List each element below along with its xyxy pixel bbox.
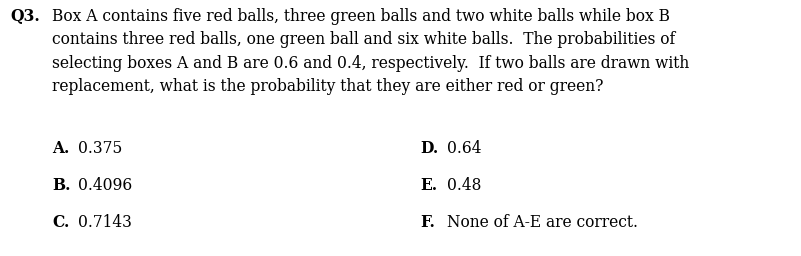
Text: None of A-E are correct.: None of A-E are correct.: [447, 214, 638, 231]
Text: B.: B.: [52, 177, 70, 194]
Text: D.: D.: [421, 140, 439, 157]
Text: F.: F.: [421, 214, 436, 231]
Text: A.: A.: [52, 140, 70, 157]
Text: C.: C.: [52, 214, 70, 231]
Text: Box A contains five red balls, three green balls and two white balls while box B: Box A contains five red balls, three gre…: [52, 8, 690, 95]
Text: 0.7143: 0.7143: [78, 214, 132, 231]
Text: 0.4096: 0.4096: [78, 177, 133, 194]
Text: Q3.: Q3.: [10, 8, 40, 25]
Text: E.: E.: [421, 177, 437, 194]
Text: 0.48: 0.48: [447, 177, 481, 194]
Text: 0.375: 0.375: [78, 140, 123, 157]
Text: 0.64: 0.64: [447, 140, 481, 157]
